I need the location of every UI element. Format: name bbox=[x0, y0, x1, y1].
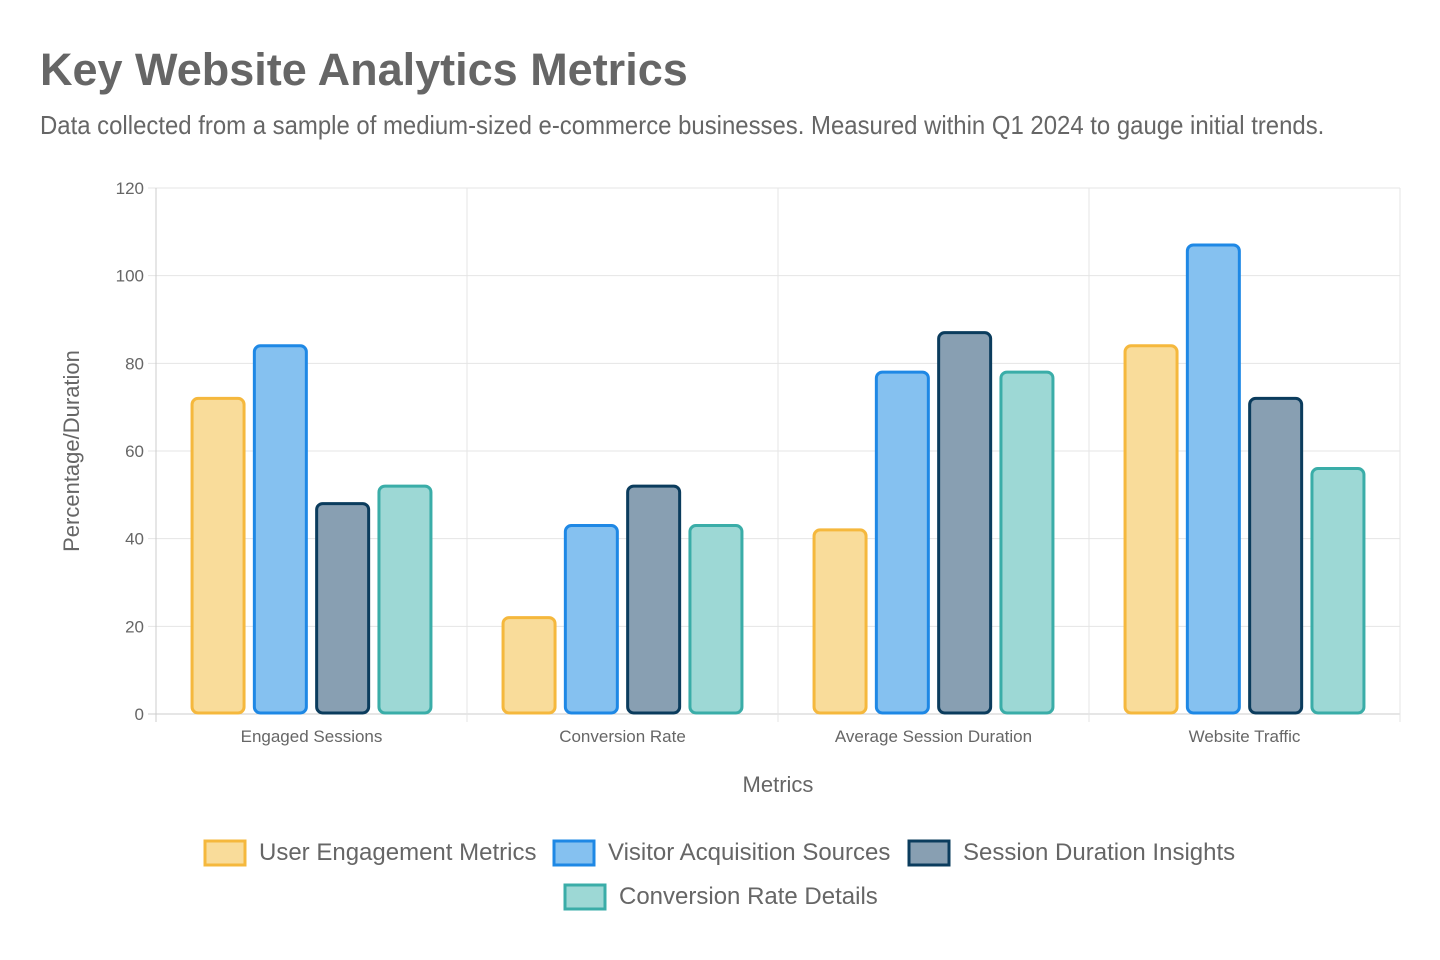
bar bbox=[626, 484, 682, 715]
y-tick-label: 120 bbox=[116, 179, 144, 198]
bar bbox=[190, 396, 246, 715]
bar bbox=[377, 484, 433, 715]
chart-title: Key Website Analytics Metrics bbox=[40, 44, 688, 95]
bar bbox=[812, 528, 868, 715]
y-tick-label: 0 bbox=[135, 705, 144, 724]
legend-label: Session Duration Insights bbox=[963, 839, 1235, 866]
legend-label: Conversion Rate Details bbox=[619, 883, 878, 910]
bar bbox=[563, 524, 619, 715]
y-axis-title: Percentage/Duration bbox=[59, 350, 84, 552]
bar bbox=[1248, 396, 1304, 715]
x-axis-title: Metrics bbox=[743, 772, 814, 797]
bar bbox=[501, 616, 557, 715]
y-tick-label: 80 bbox=[125, 354, 144, 373]
tick-labels: 0 20 40 60 80 100 120 Engaged Sessions Conversio… bbox=[116, 179, 1301, 746]
legend-swatch bbox=[907, 839, 951, 867]
legend: User Engagement Metrics Visitor Acquisiti… bbox=[203, 839, 1235, 911]
x-tick-label: Average Session Duration bbox=[835, 727, 1032, 746]
y-tick-label: 20 bbox=[125, 617, 144, 636]
bars bbox=[190, 243, 1366, 715]
x-tick-label: Website Traffic bbox=[1189, 727, 1301, 746]
legend-swatch bbox=[563, 883, 607, 911]
legend-swatch bbox=[203, 839, 247, 867]
bar bbox=[999, 370, 1055, 715]
bar bbox=[1123, 344, 1179, 715]
legend-label: User Engagement Metrics bbox=[259, 839, 536, 866]
x-tick-label: Conversion Rate bbox=[559, 727, 686, 746]
bar bbox=[937, 331, 993, 715]
bar bbox=[252, 344, 308, 715]
y-tick-label: 60 bbox=[125, 442, 144, 461]
y-tick-label: 40 bbox=[125, 530, 144, 549]
bar bbox=[688, 524, 744, 715]
bar bbox=[1310, 467, 1366, 715]
bar bbox=[315, 502, 371, 715]
bar bbox=[1185, 243, 1241, 715]
x-tick-label: Engaged Sessions bbox=[241, 727, 383, 746]
chart-subtitle: Data collected from a sample of medium-s… bbox=[40, 110, 1325, 140]
legend-label: Visitor Acquisition Sources bbox=[608, 839, 890, 866]
y-tick-label: 100 bbox=[116, 267, 144, 286]
legend-swatch bbox=[552, 839, 596, 867]
bar bbox=[874, 370, 930, 715]
